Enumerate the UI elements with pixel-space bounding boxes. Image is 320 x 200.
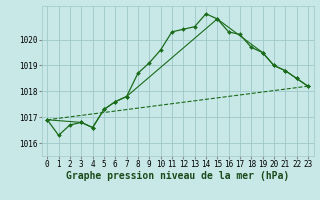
X-axis label: Graphe pression niveau de la mer (hPa): Graphe pression niveau de la mer (hPa) [66, 171, 289, 181]
